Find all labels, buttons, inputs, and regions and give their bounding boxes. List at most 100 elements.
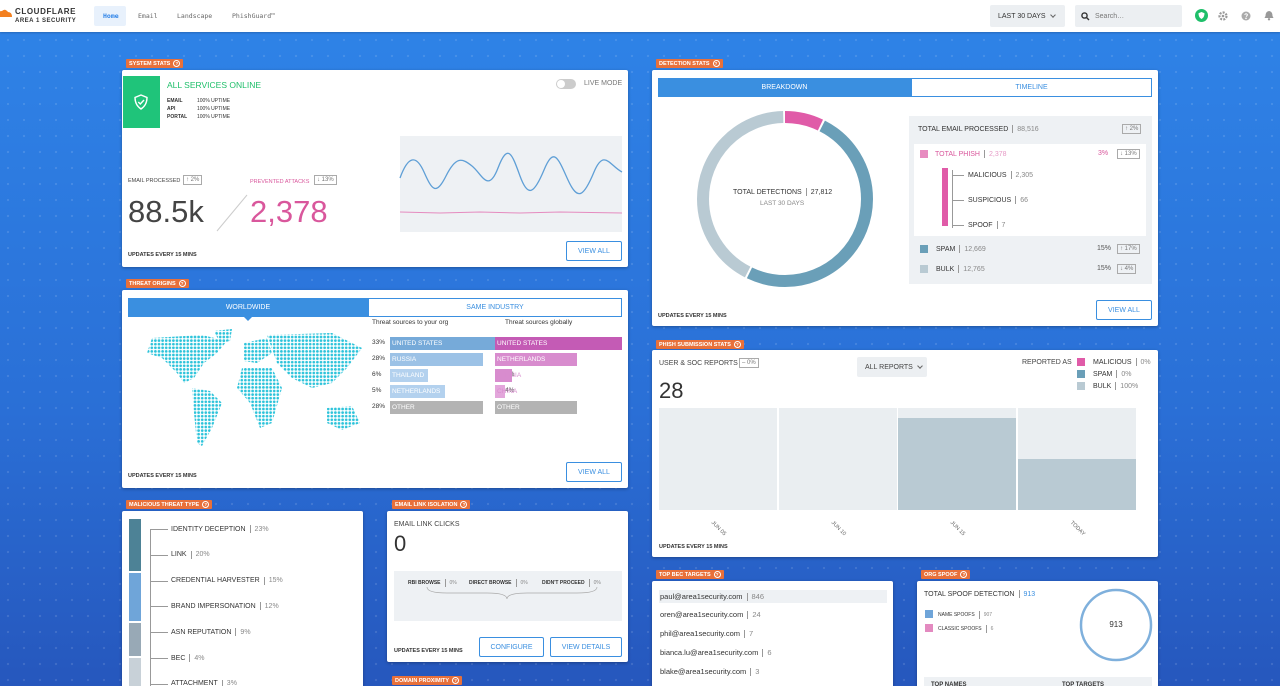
threat-pct: 9%: [240, 628, 251, 636]
connector: [150, 632, 168, 634]
source-name: OTHER: [392, 404, 415, 411]
metric-label: EMAIL PROCESSED: [128, 178, 181, 184]
report-filter[interactable]: ALL REPORTS: [857, 357, 927, 377]
bec-email: oren@area1security.com: [660, 610, 744, 619]
toggle-knob: [557, 80, 565, 88]
x-tick-label: JUN 10: [829, 520, 847, 538]
processed-value: 88,516: [1017, 125, 1039, 133]
help-icon: ?: [713, 571, 721, 578]
flow-name: DIDN'T PROCEED: [542, 580, 585, 586]
shape: [1244, 13, 1248, 18]
bec-row: oren@area1security.com 24: [660, 610, 761, 619]
column-fill: [1017, 459, 1136, 510]
tab[interactable]: TIMELINE: [911, 78, 1152, 97]
bec-count: 3: [755, 667, 760, 676]
column-title: Threat sources to your org: [372, 319, 449, 326]
range-select[interactable]: LAST 30 DAYS: [990, 5, 1065, 27]
footer: UPDATES EVERY 15 MINS: [658, 313, 727, 319]
button[interactable]: VIEW ALL: [566, 241, 622, 261]
tab[interactable]: SAME INDUSTRY: [368, 298, 622, 317]
nav-tab[interactable]: Landscape: [177, 12, 213, 20]
legend-name: MALICIOUS: [1093, 358, 1132, 366]
column-bg: [659, 408, 777, 510]
tab-active[interactable]: WORLDWIDE: [128, 298, 368, 317]
spoof-count: 907: [983, 612, 993, 618]
shape: [216, 194, 248, 232]
footer: UPDATES EVERY 15 MINS: [659, 544, 728, 550]
change-badge: ↑ 2%: [183, 175, 203, 185]
stack-segment: [128, 657, 142, 686]
table-header-bg: [924, 677, 1152, 686]
processed-row: TOTAL EMAIL PROCESSED 88,516: [918, 125, 1039, 133]
separator: [805, 188, 807, 196]
shape: [426, 586, 598, 600]
nav-tab[interactable]: Email: [138, 12, 158, 20]
metric-label: PREVENTED ATTACKS: [250, 179, 310, 185]
category-value: 12,765: [963, 265, 985, 273]
nav-tab[interactable]: Home: [103, 12, 119, 20]
source-bar: [495, 385, 505, 398]
search-box[interactable]: Search…: [1075, 5, 1182, 27]
shape: [1267, 18, 1271, 21]
filter-label: ALL REPORTS: [865, 363, 913, 371]
shape: [147, 335, 227, 383]
threat-type: LINK 20%: [171, 550, 210, 559]
shield-icon: [134, 94, 148, 110]
tab-active[interactable]: BREAKDOWN: [658, 78, 911, 97]
button[interactable]: VIEW ALL: [1096, 300, 1152, 320]
live-toggle: [556, 79, 576, 89]
connector-trunk: [952, 170, 953, 228]
source-name: RUSSIA: [497, 372, 522, 379]
connector: [150, 683, 168, 685]
button[interactable]: VIEW ALL: [566, 462, 622, 482]
change-badge: ↓ 13%: [1117, 149, 1140, 159]
shape: [267, 333, 362, 388]
shape: [1198, 12, 1205, 19]
spoof-count: 6: [990, 626, 994, 632]
separator: [190, 550, 192, 559]
processed-label: TOTAL EMAIL PROCESSED: [918, 125, 1009, 133]
flow-bracket: [426, 586, 598, 600]
nav-tab[interactable]: PhishGuard™: [232, 12, 276, 20]
bec-row: paul@area1security.com 846: [660, 592, 764, 601]
threat-name: BEC: [171, 654, 186, 662]
separator: [744, 629, 746, 638]
help-icon: ?: [173, 60, 181, 67]
phish-label: TOTAL PHISH: [935, 150, 980, 158]
flow-box: [394, 571, 622, 621]
legend-swatch: [1077, 358, 1085, 366]
help-icon: ?: [178, 280, 186, 287]
separator: [515, 579, 517, 587]
button[interactable]: CONFIGURE: [479, 637, 544, 657]
category-label: SPAM: [936, 245, 956, 253]
search-icon: [1081, 12, 1090, 21]
source-name: UNITED STATES: [392, 340, 443, 347]
button[interactable]: VIEW DETAILS: [550, 637, 622, 657]
donut-period: LAST 30 DAYS: [760, 200, 805, 207]
service-uptime: 100% UPTIME: [197, 98, 231, 104]
spoof-value: 913: [1023, 590, 1036, 598]
bec-row: bianca.lu@area1security.com 6: [660, 648, 772, 657]
service-name: API: [167, 106, 176, 112]
source-bar: [390, 353, 483, 366]
flow-pct: 0%: [449, 580, 457, 586]
separator: [444, 579, 446, 587]
shape: [327, 406, 360, 430]
shape: [1081, 12, 1088, 19]
bec-count: 6: [767, 648, 772, 657]
help-icon: ?: [452, 677, 460, 684]
separator: [984, 150, 985, 158]
breakdown-value: 66: [1020, 196, 1028, 204]
separator: [959, 245, 961, 253]
email-link-panel: EMAIL LINK CLICKS 0 RBI BROWSE 0% DIRECT BRO…: [387, 511, 628, 662]
threat-name: ASN REPUTATION: [171, 628, 232, 636]
help-icon: ?: [202, 501, 210, 508]
column-header: TOP NAMES: [931, 682, 967, 686]
column-title: Threat sources globally: [505, 319, 573, 326]
metric-value: 88.5k: [128, 194, 204, 229]
separator: [189, 654, 191, 662]
search-placeholder: Search…: [1095, 12, 1125, 20]
tab-caret: [244, 317, 252, 321]
section-tag: ORG SPOOF?: [921, 570, 971, 579]
threat-type: CREDENTIAL HARVESTER 15%: [171, 576, 283, 585]
